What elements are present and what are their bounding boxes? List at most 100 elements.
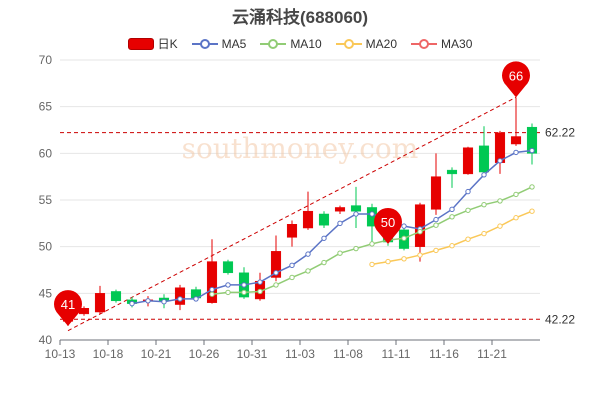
marker-label: 50 — [381, 215, 395, 230]
ma10-point — [353, 245, 359, 252]
ma20-point — [417, 252, 423, 258]
ma10-point — [209, 291, 215, 297]
ma10-point — [497, 198, 503, 204]
legend-label-ma30: MA30 — [441, 36, 473, 51]
x-tick-label: 10-13 — [45, 347, 76, 361]
legend: 日K MA5 MA10 MA20 MA30 — [0, 35, 600, 52]
ma10-point — [449, 214, 455, 220]
ma5-point — [257, 279, 263, 285]
ma5-line — [131, 149, 533, 305]
trend-line — [67, 96, 517, 332]
candle-body — [334, 207, 346, 212]
candle-body — [222, 261, 234, 274]
legend-item-ma5[interactable]: MA5 — [191, 35, 247, 52]
legend-k-swatch — [127, 37, 154, 50]
ma5-point — [465, 188, 471, 195]
ma20-point — [401, 256, 407, 262]
ma5-point — [161, 299, 167, 305]
ma20-point — [433, 247, 439, 254]
candle-body — [270, 251, 282, 278]
legend-label-ma10: MA10 — [290, 36, 322, 51]
ma20-point — [529, 208, 535, 214]
ma5-point — [513, 149, 519, 156]
x-tick-label: 10-18 — [93, 347, 124, 361]
legend-ma10-swatch — [260, 38, 287, 49]
candle-body — [446, 169, 458, 175]
candle-body — [302, 210, 314, 229]
ma10-point — [417, 229, 423, 235]
ma5-point — [241, 282, 247, 288]
ma10-point — [401, 235, 407, 241]
y-tick-label: 55 — [39, 193, 53, 207]
ma10-point — [321, 259, 327, 266]
axes: 40 45 50 55 60 65 70 10-13 10-18 10-21 10-26 10-31 1… — [39, 53, 540, 361]
ma10-point — [257, 288, 263, 295]
y-tick-label: 45 — [39, 286, 53, 300]
candle-body — [510, 136, 522, 145]
marker-label: 66 — [509, 68, 523, 83]
candle-body — [110, 291, 122, 302]
ma5-point — [321, 235, 327, 241]
legend-ma5-swatch — [191, 38, 218, 49]
ma5-point — [209, 286, 215, 293]
candle-body — [94, 293, 106, 313]
x-tick-label: 11-21 — [477, 347, 507, 361]
legend-label-ma5: MA5 — [221, 36, 247, 51]
y-tick-label: 70 — [39, 53, 53, 67]
ma10-point — [289, 274, 295, 281]
ma5-point — [529, 147, 535, 154]
watermark: southmoney.com — [182, 132, 419, 165]
x-tick-label: 11-16 — [429, 347, 459, 361]
legend-item-ma30[interactable]: MA30 — [411, 35, 472, 52]
ma5-point — [289, 262, 295, 269]
ma20-point — [385, 258, 391, 265]
candle-body — [414, 204, 426, 247]
ma10-point — [465, 207, 471, 213]
y-tick-label: 40 — [39, 333, 53, 347]
ref-label-low: 42.22 — [545, 312, 575, 326]
marker-pin — [502, 61, 531, 98]
legend-item-ma10[interactable]: MA10 — [260, 35, 322, 52]
candle-body — [318, 213, 330, 226]
candle-body — [478, 145, 490, 173]
ma5-point — [193, 296, 199, 302]
chart-title: 云涌科技(688060) — [231, 8, 369, 27]
ma5-point — [449, 206, 455, 213]
candle-body — [206, 261, 218, 303]
x-tick-label: 11-08 — [333, 347, 363, 361]
ma5-point — [481, 172, 487, 178]
ma10-point — [305, 268, 311, 274]
ma20-point — [465, 236, 471, 242]
ma20-point — [481, 230, 487, 237]
x-tick-label: 11-11 — [382, 347, 411, 361]
ref-label-high: 62.22 — [545, 126, 575, 140]
ma5-point — [353, 211, 359, 217]
ma20-point — [449, 243, 455, 249]
candle-body — [174, 287, 186, 305]
y-tick-label: 50 — [39, 240, 53, 254]
ma20-point — [513, 215, 519, 221]
markers: 41 50 66 — [54, 61, 531, 326]
ma5-point — [337, 220, 343, 227]
legend-ma20-swatch — [335, 38, 362, 49]
ma5-point — [433, 216, 439, 223]
marker-pin — [373, 207, 402, 244]
ma10-point — [513, 191, 519, 198]
moving-average-lines — [129, 147, 535, 307]
y-tick-label: 60 — [39, 146, 53, 160]
marker-label: 41 — [61, 297, 75, 312]
x-tick-label: 11-03 — [285, 347, 315, 361]
reference-lines: 62.22 42.22 — [60, 96, 575, 332]
legend-item-ma20[interactable]: MA20 — [335, 35, 397, 52]
x-tick-label: 10-31 — [237, 347, 268, 361]
ma5-point — [129, 300, 135, 307]
legend-item-k[interactable]: 日K — [127, 35, 178, 52]
candle-body — [526, 126, 538, 154]
ma10-point — [481, 201, 487, 208]
candle-body — [430, 176, 442, 210]
ma20-point — [369, 261, 375, 268]
ma10-point — [225, 289, 231, 296]
ma10-point — [369, 241, 375, 247]
candle-body — [462, 147, 474, 175]
